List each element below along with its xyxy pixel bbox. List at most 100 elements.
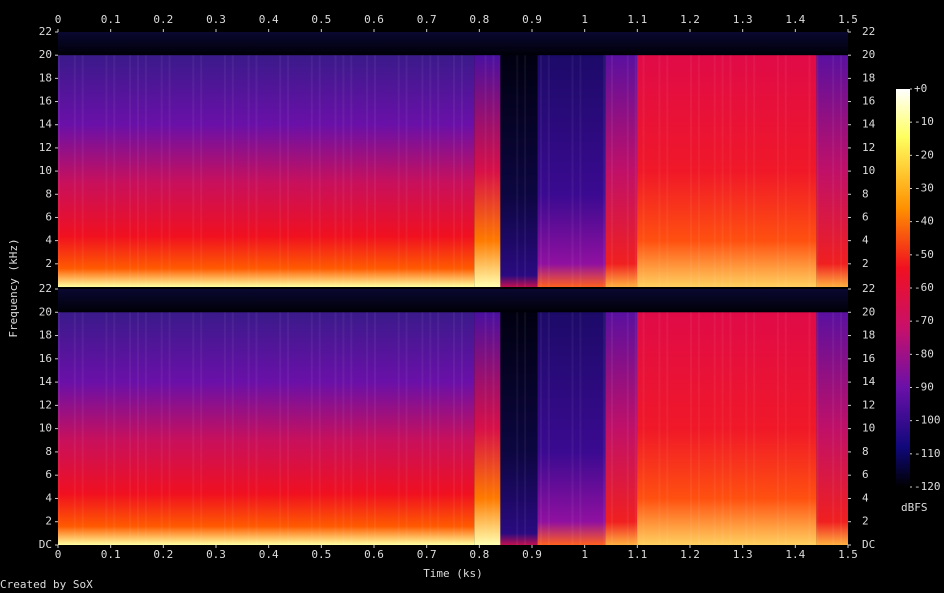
x-tick-label: 0.3 <box>206 548 226 561</box>
x-tick-label: 0.9 <box>522 548 542 561</box>
y-tick-label: 6 <box>45 210 52 223</box>
y-tick-label-right: 18 <box>862 329 875 342</box>
y-tick-label: 20 <box>39 305 52 318</box>
spectrogram-streak <box>137 312 139 545</box>
spectrogram-streak <box>784 312 787 545</box>
spectrogram-streak <box>366 55 369 287</box>
spectrogram-streak <box>658 312 661 545</box>
y-tick-label-right: 18 <box>862 71 875 84</box>
spectrogram-streak <box>73 312 76 545</box>
spectrogram-streak <box>247 312 250 545</box>
spectrogram-streak <box>832 55 835 287</box>
x-tick-label: 1.3 <box>733 548 753 561</box>
x-tick-label: 0.9 <box>522 13 542 26</box>
spectrogram-streak <box>310 55 313 287</box>
x-tick-label: 1.2 <box>680 13 700 26</box>
y-tick-label-right: 14 <box>862 375 876 388</box>
spectrogram-region <box>537 55 606 287</box>
spectrogram-streak <box>547 312 550 545</box>
y-tick-label: 22 <box>39 282 52 295</box>
spectrogram-streak <box>634 312 637 545</box>
y-tick-label-right: 20 <box>862 48 875 61</box>
spectrogram-streak <box>539 55 542 287</box>
spectrogram-region <box>816 55 848 287</box>
y-tick-label: 4 <box>45 234 52 247</box>
colorbar-tick-label: -90 <box>914 381 934 394</box>
spectrogram-streak <box>460 312 463 545</box>
spectrogram-streak <box>192 55 195 287</box>
spectrogram-streak <box>397 55 400 287</box>
x-tick-label: 0.6 <box>364 548 384 561</box>
spectrogram-streak <box>129 312 132 545</box>
colorbar-tick-label: -80 <box>914 347 934 360</box>
spectrogram-streak <box>113 55 116 287</box>
colorbar-tick-label: -10 <box>914 115 934 128</box>
spectrogram-streak <box>776 312 779 545</box>
spectrogram-streak <box>405 55 408 287</box>
colorbar-tick-label: +0 <box>914 82 927 95</box>
spectrogram-streak <box>816 55 819 287</box>
spectrogram-region <box>58 55 475 287</box>
spectrogram-streak <box>753 312 756 545</box>
spectrogram-streak <box>429 312 432 545</box>
spectrogram-streak <box>840 312 843 545</box>
spectrogram-streak <box>144 55 147 287</box>
spectrogram-streak <box>666 312 669 545</box>
spectrogram-streak <box>366 312 369 545</box>
x-tick-label: 1 <box>581 548 588 561</box>
spectrogram-streak <box>840 55 843 287</box>
spectrogram-streak <box>255 55 258 287</box>
x-tick-label: 1.3 <box>733 13 753 26</box>
spectrogram-streak <box>105 55 108 287</box>
spectrogram-streak <box>784 55 787 287</box>
x-tick-label: 0.4 <box>259 548 279 561</box>
spectrogram-band-empty <box>58 32 848 56</box>
spectrogram-region <box>637 312 817 545</box>
colorbar-tick-label: -30 <box>914 182 934 195</box>
colorbar <box>896 89 910 487</box>
x-tick-label: 0.1 <box>101 13 121 26</box>
spectrogram-streak <box>58 55 60 287</box>
spectrogram-region <box>500 55 538 287</box>
spectrogram-streak <box>713 55 716 287</box>
y-tick-label: DC <box>39 538 52 551</box>
spectrogram-streak <box>611 55 613 287</box>
x-tick-label: 1 <box>581 13 588 26</box>
y-tick-label: 14 <box>39 375 53 388</box>
spectrogram-streak <box>287 312 290 545</box>
spectrogram-streak <box>105 312 108 545</box>
y-tick-label: 18 <box>39 329 52 342</box>
spectrogram-streak <box>81 312 84 545</box>
spectrogram-streak <box>168 312 171 545</box>
spectrogram-streak <box>113 312 116 545</box>
spectrogram-streak <box>492 55 495 287</box>
spectrogram-streak <box>437 55 440 287</box>
colorbar-tick-label: -60 <box>914 281 934 294</box>
spectrogram-streak <box>484 55 487 287</box>
spectrogram-streak <box>453 312 455 545</box>
y-tick-label: 12 <box>39 398 52 411</box>
spectrogram-streak <box>579 312 582 545</box>
spectrogram-streak <box>721 55 724 287</box>
spectrogram-region <box>605 55 638 287</box>
x-tick-label: 1.2 <box>680 548 700 561</box>
spectrogram-streak <box>397 312 400 545</box>
spectrogram-streak <box>168 55 171 287</box>
y-tick-label: 10 <box>39 422 52 435</box>
spectrogram-streak <box>429 55 432 287</box>
spectrogram-streak <box>808 312 811 545</box>
spectrogram-region <box>605 312 638 545</box>
x-tick-label: 1.1 <box>627 13 647 26</box>
spectrogram-streak <box>642 55 645 287</box>
x-tick-label: 0.1 <box>101 548 121 561</box>
y-tick-label-right: 6 <box>862 210 869 223</box>
spectrogram-streak <box>603 55 606 287</box>
y-tick-label-right: 8 <box>862 445 869 458</box>
spectrogram-streak <box>279 55 282 287</box>
spectrogram-streak <box>374 55 376 287</box>
x-tick-label: 0.2 <box>153 13 173 26</box>
y-tick-label-right: 20 <box>862 305 875 318</box>
y-tick-label-right: 4 <box>862 234 869 247</box>
spectrogram-streak <box>318 312 321 545</box>
spectrogram-streak <box>516 55 519 287</box>
